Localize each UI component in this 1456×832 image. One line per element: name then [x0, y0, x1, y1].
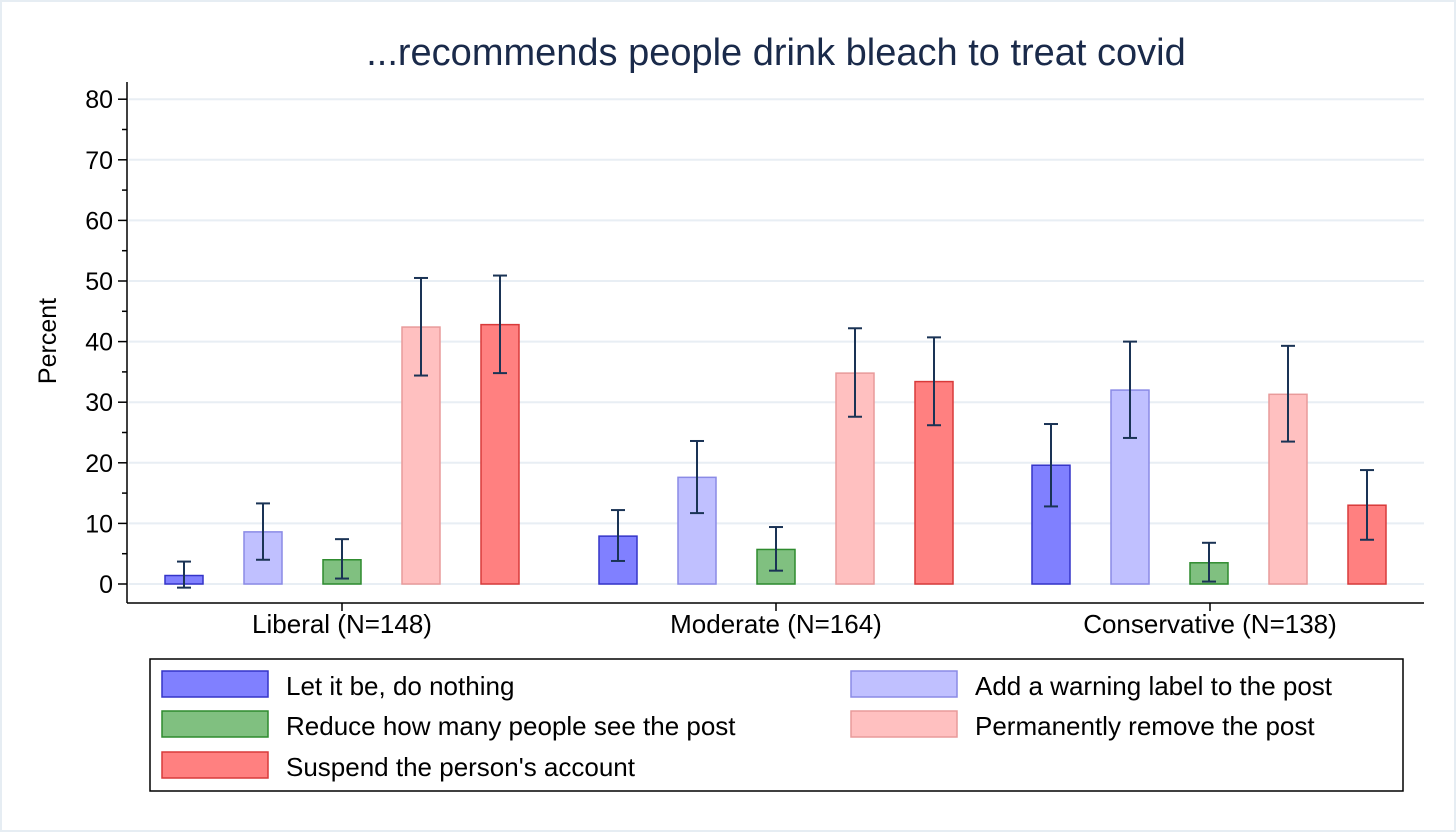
legend: Let it be, do nothing Add a warning label…: [149, 658, 1404, 792]
legend-label: Let it be, do nothing: [286, 671, 514, 701]
legend-label: Reduce how many people see the post: [286, 711, 736, 741]
y-tick-label-70: 70: [85, 147, 113, 175]
error-bar-0-4: [493, 274, 507, 375]
legend-label: Suspend the person's account: [286, 752, 636, 782]
y-tick-label-60: 60: [85, 207, 113, 235]
error-bar-1-2: [769, 526, 783, 572]
error-bar-1-1: [690, 439, 704, 515]
error-bar-0-2: [335, 538, 349, 580]
chart-title: ...recommends people drink bleach to tre…: [366, 32, 1186, 74]
x-category-label-1: Moderate (N=164): [670, 609, 882, 639]
legend-label: Add a warning label to the post: [975, 671, 1333, 701]
legend-item-3: Permanently remove the post: [850, 710, 1315, 741]
error-bars: [177, 274, 1374, 589]
legend-item-2: Reduce how many people see the post: [161, 710, 736, 741]
error-bar-1-3: [848, 327, 862, 418]
error-bar-0-3: [414, 276, 428, 377]
legend-swatch: [850, 710, 958, 738]
legend-swatch: [161, 751, 269, 779]
legend-swatch: [850, 670, 958, 698]
error-bar-2-2: [1202, 541, 1216, 583]
error-bar-0-1: [256, 502, 270, 561]
error-bar-1-0: [611, 509, 625, 562]
x-category-label-2: Conservative (N=138): [1083, 609, 1337, 639]
error-bar-0-0: [177, 560, 191, 589]
y-tick-label-20: 20: [85, 450, 113, 478]
y-tick-label-30: 30: [85, 389, 113, 417]
legend-box: [149, 658, 1404, 792]
legend-label: Permanently remove the post: [975, 711, 1315, 741]
y-axis-label: Percent: [34, 298, 62, 384]
y-tick-label-0: 0: [99, 571, 113, 599]
error-bar-2-4: [1360, 469, 1374, 541]
error-bar-1-4: [927, 336, 941, 427]
gridlines: [129, 98, 1424, 585]
error-bar-2-3: [1281, 344, 1295, 443]
y-axis-ticks: 0 10 20 30 40 50 60 70 80: [85, 86, 127, 599]
legend-item-4: Suspend the person's account: [161, 751, 636, 782]
error-bar-2-0: [1044, 423, 1058, 508]
y-tick-label-40: 40: [85, 329, 113, 357]
x-axis-categories: Liberal (N=148) Moderate (N=164) Conservat…: [252, 603, 1337, 639]
legend-swatch: [161, 670, 269, 698]
error-bar-2-1: [1123, 340, 1137, 439]
y-tick-label-10: 10: [85, 510, 113, 538]
legend-item-1: Add a warning label to the post: [850, 670, 1333, 701]
y-tick-label-80: 80: [85, 86, 113, 114]
legend-swatch: [161, 710, 269, 738]
legend-item-0: Let it be, do nothing: [161, 670, 514, 701]
x-category-label-0: Liberal (N=148): [252, 609, 432, 639]
bar-2-0: [1031, 464, 1071, 585]
y-tick-label-50: 50: [85, 268, 113, 296]
